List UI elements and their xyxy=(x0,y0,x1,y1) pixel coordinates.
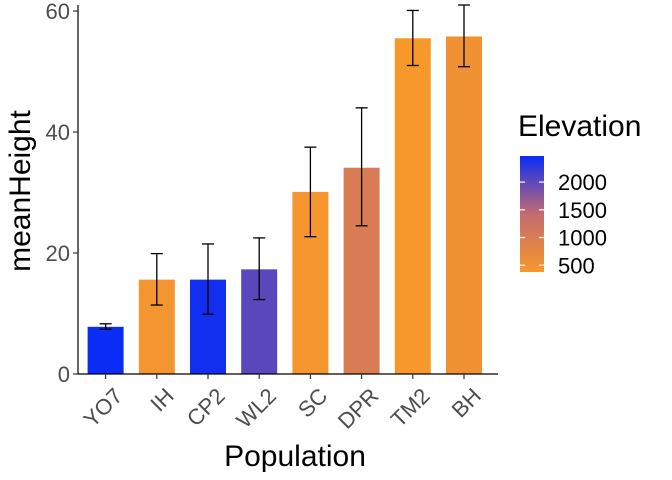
x-tick-label-yo7: YO7 xyxy=(79,383,128,432)
x-tick-label-cp2: CP2 xyxy=(182,383,230,431)
x-tick-label-tm2: TM2 xyxy=(386,383,435,432)
y-axis-title: meanHeight xyxy=(4,109,37,271)
x-axis-title: Population xyxy=(224,440,366,473)
y-tick-label: 0 xyxy=(58,362,70,387)
y-axis-ticks: 0 20 40 60 xyxy=(46,0,78,387)
x-axis-ticks: YO7 IH CP2 WL2 SC DPR TM2 BH xyxy=(79,374,486,434)
error-bar-yo7 xyxy=(99,323,112,330)
error-bar-cp2 xyxy=(202,243,214,315)
bar-yo7 xyxy=(87,326,124,374)
x-tick-label-bh: BH xyxy=(447,383,486,422)
y-tick-label: 20 xyxy=(46,241,70,266)
error-bar-bh xyxy=(458,4,470,68)
legend-tick-label: 2000 xyxy=(558,170,607,195)
error-bar-sc xyxy=(304,146,317,238)
y-tick-label: 40 xyxy=(46,120,70,145)
x-tick-label-wl2: WL2 xyxy=(231,383,281,433)
y-tick-label: 60 xyxy=(46,0,70,24)
error-bar-dpr xyxy=(355,107,368,227)
bar-bh xyxy=(446,36,482,374)
legend-title: Elevation xyxy=(518,110,641,143)
legend-tick-label: 500 xyxy=(558,253,595,278)
error-bar-wl2 xyxy=(253,237,266,301)
plot-area xyxy=(87,4,482,374)
bar-tm2 xyxy=(394,38,431,374)
x-tick-label-sc: SC xyxy=(293,383,332,422)
error-bar-tm2 xyxy=(406,9,419,67)
legend-tick-label: 1500 xyxy=(558,198,607,223)
x-tick-label-dpr: DPR xyxy=(333,383,384,434)
error-bar-ih xyxy=(150,252,163,306)
legend-tick-label: 1000 xyxy=(558,226,607,251)
legend-colorbar xyxy=(520,156,544,272)
x-tick-label-ih: IH xyxy=(145,383,178,416)
